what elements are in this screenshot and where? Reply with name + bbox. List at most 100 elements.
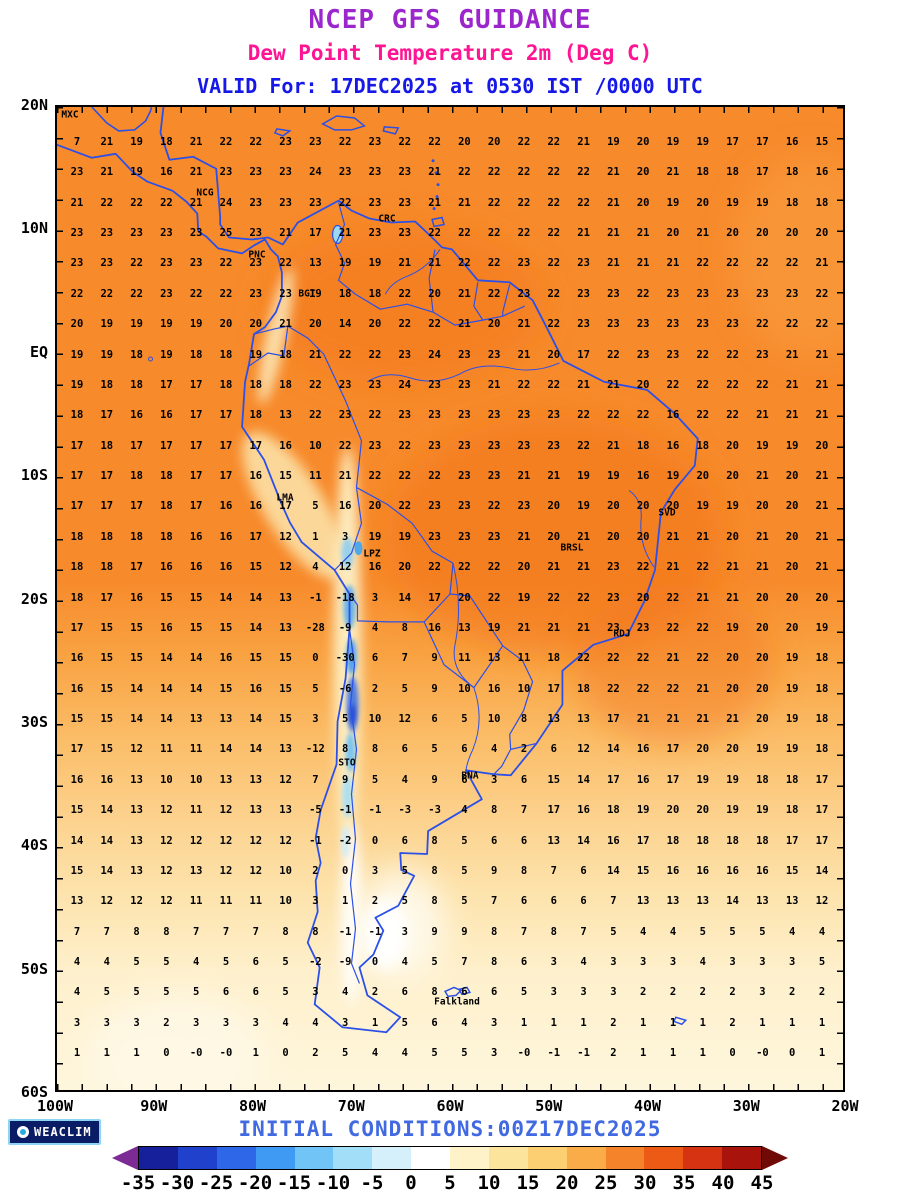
dewpoint-value: 3 [669,955,677,968]
dewpoint-value: 2 [789,986,796,999]
dewpoint-value: 5 [401,682,408,695]
dewpoint-value: 5 [222,955,230,968]
dewpoint-value: 21 [100,135,114,148]
dewpoint-value: 1 [699,1016,706,1029]
dewpoint-value: 3 [252,1016,259,1029]
dewpoint-value: 19 [726,803,739,816]
dewpoint-value: 1 [669,1046,677,1059]
dewpoint-value: 6 [431,1016,438,1029]
dewpoint-value: 1 [520,1016,528,1029]
dewpoint-value: 23 [458,348,471,361]
dewpoint-value: 22 [756,378,769,391]
dewpoint-value: 7 [73,135,81,148]
dewpoint-value: 21 [279,317,292,330]
dewpoint-value: 19 [666,469,680,482]
cool-strip-andes-north [258,267,294,405]
dewpoint-value: 16 [785,135,799,148]
dewpoint-value: 20 [785,621,799,634]
dewpoint-value: 12 [338,560,352,573]
dewpoint-value: 22 [726,348,739,361]
dewpoint-value: 4 [640,925,647,938]
dewpoint-value: 18 [815,196,829,209]
dewpoint-value: 16 [666,864,680,877]
dewpoint-value: 23 [666,348,680,361]
dewpoint-value: 20 [785,591,799,604]
dewpoint-value: 22 [368,409,382,422]
dewpoint-value: 22 [338,196,352,209]
dewpoint-value: 17 [249,530,263,543]
dewpoint-value: 17 [756,166,769,179]
dewpoint-value: 18 [130,530,143,543]
dewpoint-value: 19 [666,196,680,209]
dewpoint-value: 6 [252,986,259,999]
dewpoint-value: 23 [249,166,263,179]
dewpoint-value: 23 [279,166,292,179]
dewpoint-value: 23 [368,226,382,239]
dewpoint-value: 18 [160,500,173,513]
dewpoint-value: 20 [696,469,710,482]
colorbar-cell [566,1147,606,1169]
dewpoint-value: 1 [789,1016,796,1029]
dewpoint-value: 22 [785,317,799,330]
dewpoint-value: 15 [130,621,143,634]
cold-cell-7 [342,774,353,819]
dewpoint-value: 18 [160,530,173,543]
colorbar-tick-label: 25 [594,1172,618,1194]
dewpoint-value: 14 [607,864,620,877]
dewpoint-value: 5 [312,682,319,695]
dewpoint-value: 14 [249,712,263,725]
dewpoint-value: 21 [785,409,799,422]
dewpoint-value: 13 [130,803,143,816]
dewpoint-value: 22 [70,287,84,300]
dewpoint-value: 23 [368,439,382,452]
dewpoint-value: 12 [279,560,292,573]
city-label-mxc: MXC [61,109,79,121]
dewpoint-value: 19 [756,743,769,756]
dewpoint-value: 3 [342,530,349,543]
dewpoint-value: 22 [577,652,590,665]
cold-cell-6 [345,732,356,773]
dewpoint-value: 23 [726,317,739,330]
dewpoint-value: 18 [696,439,710,452]
dewpoint-value: 11 [189,743,203,756]
colorbar-tick-label: -15 [276,1172,312,1194]
dewpoint-value: 20 [756,712,769,725]
dewpoint-value: 2 [371,986,379,999]
dewpoint-value: 22 [487,591,501,604]
dewpoint-value: 13 [249,803,263,816]
colorbar-tick-label: 10 [477,1172,501,1194]
colorbar-cell [411,1147,450,1169]
dewpoint-value: 23 [189,226,203,239]
dewpoint-value: 1 [73,1046,81,1059]
dewpoint-value: 6 [431,712,438,725]
dewpoint-value: 2 [729,1016,736,1029]
dewpoint-value: 17 [100,500,114,513]
dewpoint-value: 16 [636,773,650,786]
dewpoint-value: 19 [130,317,143,330]
city-label-crc: CRC [378,213,396,225]
dewpoint-value: 12 [249,864,263,877]
dewpoint-value: 23 [785,287,799,300]
dewpoint-value: 23 [338,409,352,422]
dewpoint-value: 5 [461,834,468,847]
dewpoint-value: 5 [461,864,468,877]
city-label-falkland: Falkland [434,996,480,1008]
dewpoint-value: 8 [491,925,498,938]
dewpoint-value: 21 [785,348,799,361]
light-patch-atlantic [733,156,843,356]
dewpoint-value: 12 [160,803,173,816]
dewpoint-value: 12 [279,773,292,786]
dewpoint-value: 23 [696,317,710,330]
dewpoint-value: 23 [398,348,412,361]
dewpoint-value: 21 [756,560,769,573]
dewpoint-value: 2 [312,1046,319,1059]
dewpoint-value: 0 [163,1046,170,1059]
dewpoint-value: 21 [338,226,352,239]
dewpoint-value: 23 [160,257,173,270]
dewpoint-value: 23 [547,409,561,422]
dewpoint-value: 23 [756,287,769,300]
city-label-rdj: RDJ [613,628,631,640]
colorbar-cell [139,1147,178,1169]
dewpoint-value: 20 [487,135,501,148]
dewpoint-value: 20 [666,226,680,239]
